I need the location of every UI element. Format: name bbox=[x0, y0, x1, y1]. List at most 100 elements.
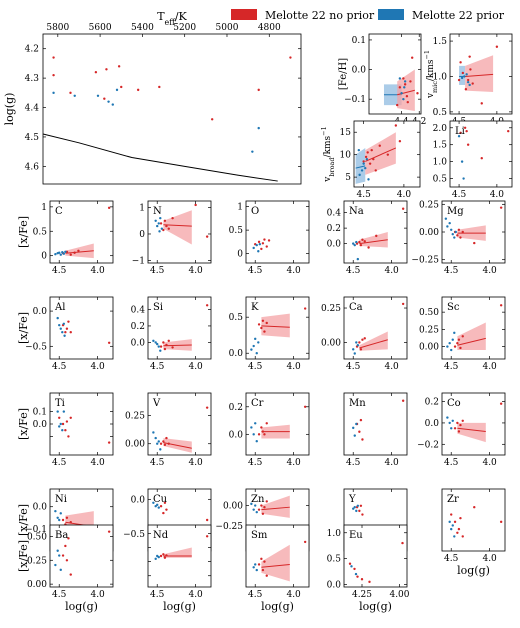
data-point-no-prior bbox=[459, 346, 462, 350]
data-point-no-prior bbox=[453, 427, 457, 430]
data-point-no-prior bbox=[67, 435, 70, 438]
y-tick-label: 0.0 bbox=[425, 419, 440, 429]
data-point-prior bbox=[367, 178, 370, 181]
data-point-prior bbox=[58, 425, 61, 428]
y-tick-label: 0.0 bbox=[327, 240, 342, 250]
data-point-prior bbox=[254, 563, 257, 566]
x-tick-label: 4.0 bbox=[384, 362, 399, 372]
data-point-prior bbox=[58, 251, 61, 254]
data-point-no-prior bbox=[457, 228, 461, 231]
panel-title: Ca bbox=[349, 302, 363, 313]
data-point-no-prior bbox=[205, 304, 209, 307]
no-prior-band bbox=[457, 422, 486, 443]
data-point-no-prior bbox=[461, 419, 464, 422]
data-point-prior bbox=[448, 520, 451, 524]
x-tick-label: 4.0 bbox=[482, 554, 497, 564]
x-tick-label: 4.5 bbox=[150, 362, 165, 372]
data-point-prior bbox=[448, 341, 451, 345]
y-axis-label: log(g) bbox=[3, 93, 16, 126]
data-point-prior bbox=[448, 421, 451, 425]
data-point-no-prior bbox=[94, 71, 98, 74]
data-point-no-prior bbox=[165, 343, 168, 347]
data-point-no-prior bbox=[263, 560, 266, 563]
y-tick-label: 1.5 bbox=[433, 141, 448, 151]
data-point-no-prior bbox=[360, 578, 364, 581]
y-tick-label: 4.6 bbox=[25, 162, 40, 172]
y-tick-label: 0.25 bbox=[27, 556, 47, 566]
x-tick-label: 4.0 bbox=[286, 362, 301, 372]
data-point-prior bbox=[158, 230, 161, 233]
x-tick-label: 4.5 bbox=[248, 458, 263, 468]
subplot-Si: 4.5 4.0 0.0 0.2 0.4 Si bbox=[131, 296, 212, 372]
data-point-prior bbox=[463, 75, 466, 78]
data-point-no-prior bbox=[466, 143, 470, 146]
data-point-no-prior bbox=[61, 554, 65, 557]
data-point-no-prior bbox=[159, 505, 163, 508]
data-point-no-prior bbox=[136, 88, 140, 92]
data-point-prior bbox=[450, 348, 453, 352]
data-point-prior bbox=[446, 225, 449, 228]
data-point-no-prior bbox=[162, 341, 165, 344]
data-point-no-prior bbox=[463, 126, 467, 129]
data-point-no-prior bbox=[263, 330, 266, 333]
panel-title: V bbox=[152, 398, 161, 409]
data-point-no-prior bbox=[64, 429, 67, 432]
data-point-no-prior bbox=[194, 203, 197, 207]
data-point-no-prior bbox=[210, 118, 214, 121]
y-tick-label: 0.25 bbox=[125, 412, 145, 422]
data-point-no-prior bbox=[65, 559, 69, 562]
data-point-prior bbox=[58, 518, 61, 522]
data-point-prior bbox=[62, 252, 66, 255]
panel-title: Ni bbox=[55, 494, 67, 505]
subplot-Ca: 4.5 4.0 0.00 0.25 Ca bbox=[321, 296, 408, 372]
data-point-no-prior bbox=[69, 416, 72, 419]
data-point-no-prior bbox=[459, 516, 462, 520]
data-point-prior bbox=[451, 338, 454, 341]
data-point-no-prior bbox=[466, 78, 470, 82]
no-prior-fit-line bbox=[397, 89, 415, 96]
data-point-no-prior bbox=[163, 501, 167, 504]
x-tick-label: 4.25 bbox=[352, 590, 372, 600]
data-point-no-prior bbox=[73, 251, 76, 254]
x-tick-label: 4.5 bbox=[52, 362, 67, 372]
data-point-prior bbox=[460, 160, 464, 163]
data-point-no-prior bbox=[398, 140, 402, 143]
data-point-no-prior bbox=[107, 341, 111, 344]
x-tick-label: 4.5 bbox=[248, 590, 263, 600]
subplot-O: 4.5 4.0 0 0.5 1 O bbox=[229, 200, 310, 276]
subplot-hr-diagram: 4.2 4.3 4.4 4.5 4.6 5800 5600 5400 5200 5000 4800 T… bbox=[3, 10, 302, 185]
data-point-prior bbox=[64, 250, 67, 253]
axes-frame bbox=[49, 524, 114, 588]
data-point-prior bbox=[56, 549, 59, 552]
data-point-prior bbox=[468, 83, 471, 87]
data-point-no-prior bbox=[368, 162, 372, 165]
x-tick-label: 4.5 bbox=[452, 190, 467, 200]
data-point-prior bbox=[465, 73, 468, 76]
legend-swatch bbox=[231, 9, 257, 20]
data-point-prior bbox=[451, 419, 454, 422]
data-point-prior bbox=[451, 524, 454, 527]
y-axis-label: [x/Fe] bbox=[17, 408, 30, 440]
no-prior-fit-line bbox=[261, 325, 290, 328]
data-point-prior bbox=[156, 442, 159, 445]
y-axis-label: vbroad/kms−1 bbox=[320, 126, 336, 182]
x-tick-label: 4.0 bbox=[188, 458, 203, 468]
data-point-prior bbox=[252, 246, 255, 250]
data-point-no-prior bbox=[378, 144, 381, 147]
data-point-no-prior bbox=[461, 230, 464, 234]
data-point-prior bbox=[61, 429, 64, 432]
data-point-no-prior bbox=[401, 541, 404, 545]
panel-title: Si bbox=[153, 302, 163, 313]
data-point-prior bbox=[364, 166, 367, 170]
data-point-no-prior bbox=[261, 568, 265, 572]
subplot-C: 4.5 4.0 0 0.5 1 C [x/Fe] bbox=[17, 200, 114, 276]
data-point-prior bbox=[254, 504, 257, 507]
data-point-no-prior bbox=[409, 80, 412, 83]
panel-title: Na bbox=[349, 206, 364, 217]
data-point-prior bbox=[63, 334, 66, 337]
no-prior-band bbox=[261, 313, 290, 338]
y-tick-label: 0.5 bbox=[433, 108, 448, 118]
x-axis-label: log(g) bbox=[65, 600, 98, 613]
no-prior-fit-line bbox=[65, 250, 94, 254]
data-point-no-prior bbox=[165, 508, 168, 511]
